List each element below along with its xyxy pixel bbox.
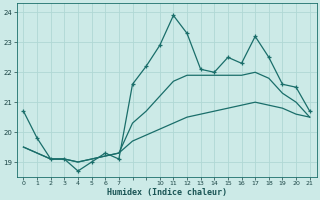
X-axis label: Humidex (Indice chaleur): Humidex (Indice chaleur): [107, 188, 227, 197]
